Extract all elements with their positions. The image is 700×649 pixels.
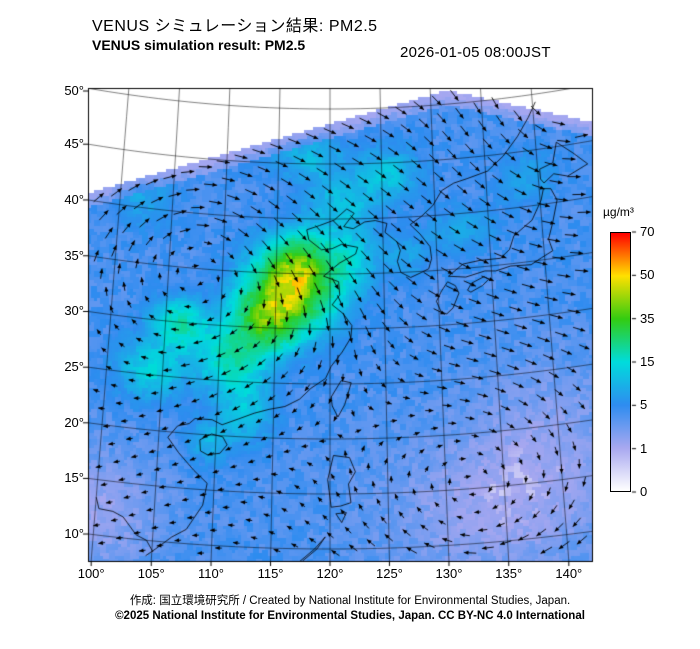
lon-tick-label: 105° <box>137 566 165 581</box>
lat-tick-label: 35° <box>64 247 84 263</box>
copyright-line: ©2025 National Institute for Environment… <box>115 610 585 622</box>
lat-tick-label: 40° <box>64 191 84 207</box>
lat-tick-label: 15° <box>64 470 84 486</box>
lat-tick-label: 30° <box>64 303 84 319</box>
colorbar-tick-label: 0 <box>640 484 648 499</box>
lat-tick-label: 45° <box>64 136 84 152</box>
lat-tick-label: 50° <box>64 83 84 98</box>
lon-tick-label: 100° <box>77 566 105 581</box>
lon-tick-label: 130° <box>435 566 463 581</box>
colorbar-tick-label: 70 <box>640 224 655 239</box>
lon-tick-label: 135° <box>495 566 523 581</box>
page-title-english: VENUS simulation result: PM2.5 <box>92 37 306 53</box>
lon-tick-label: 140° <box>555 566 583 581</box>
lat-tick-label: 20° <box>64 414 84 430</box>
lat-tick-label: 10° <box>64 526 84 542</box>
colorbar-gradient <box>610 232 631 492</box>
colorbar-unit-label: µg/m³ <box>603 205 634 219</box>
colorbar-tick-label: 5 <box>640 397 648 413</box>
colorbar-tick-label: 1 <box>640 440 648 456</box>
lon-tick-label: 125° <box>375 566 403 581</box>
lat-tick-label: 25° <box>64 359 84 375</box>
colorbar-tick-label: 35 <box>640 310 655 326</box>
colorbar-tick-label: 15 <box>640 354 655 369</box>
credit-line: 作成: 国立環境研究所 / Created by National Instit… <box>129 595 571 607</box>
timestamp: 2026-01-05 08:00JST <box>400 44 551 61</box>
page-title-japanese: VENUS シミュレーション結果: PM2.5 <box>92 18 378 35</box>
lon-tick-label: 110° <box>198 566 224 581</box>
colorbar-tick-label: 50 <box>640 267 655 283</box>
lon-tick-label: 115° <box>257 566 284 581</box>
lon-tick-label: 120° <box>316 566 344 581</box>
